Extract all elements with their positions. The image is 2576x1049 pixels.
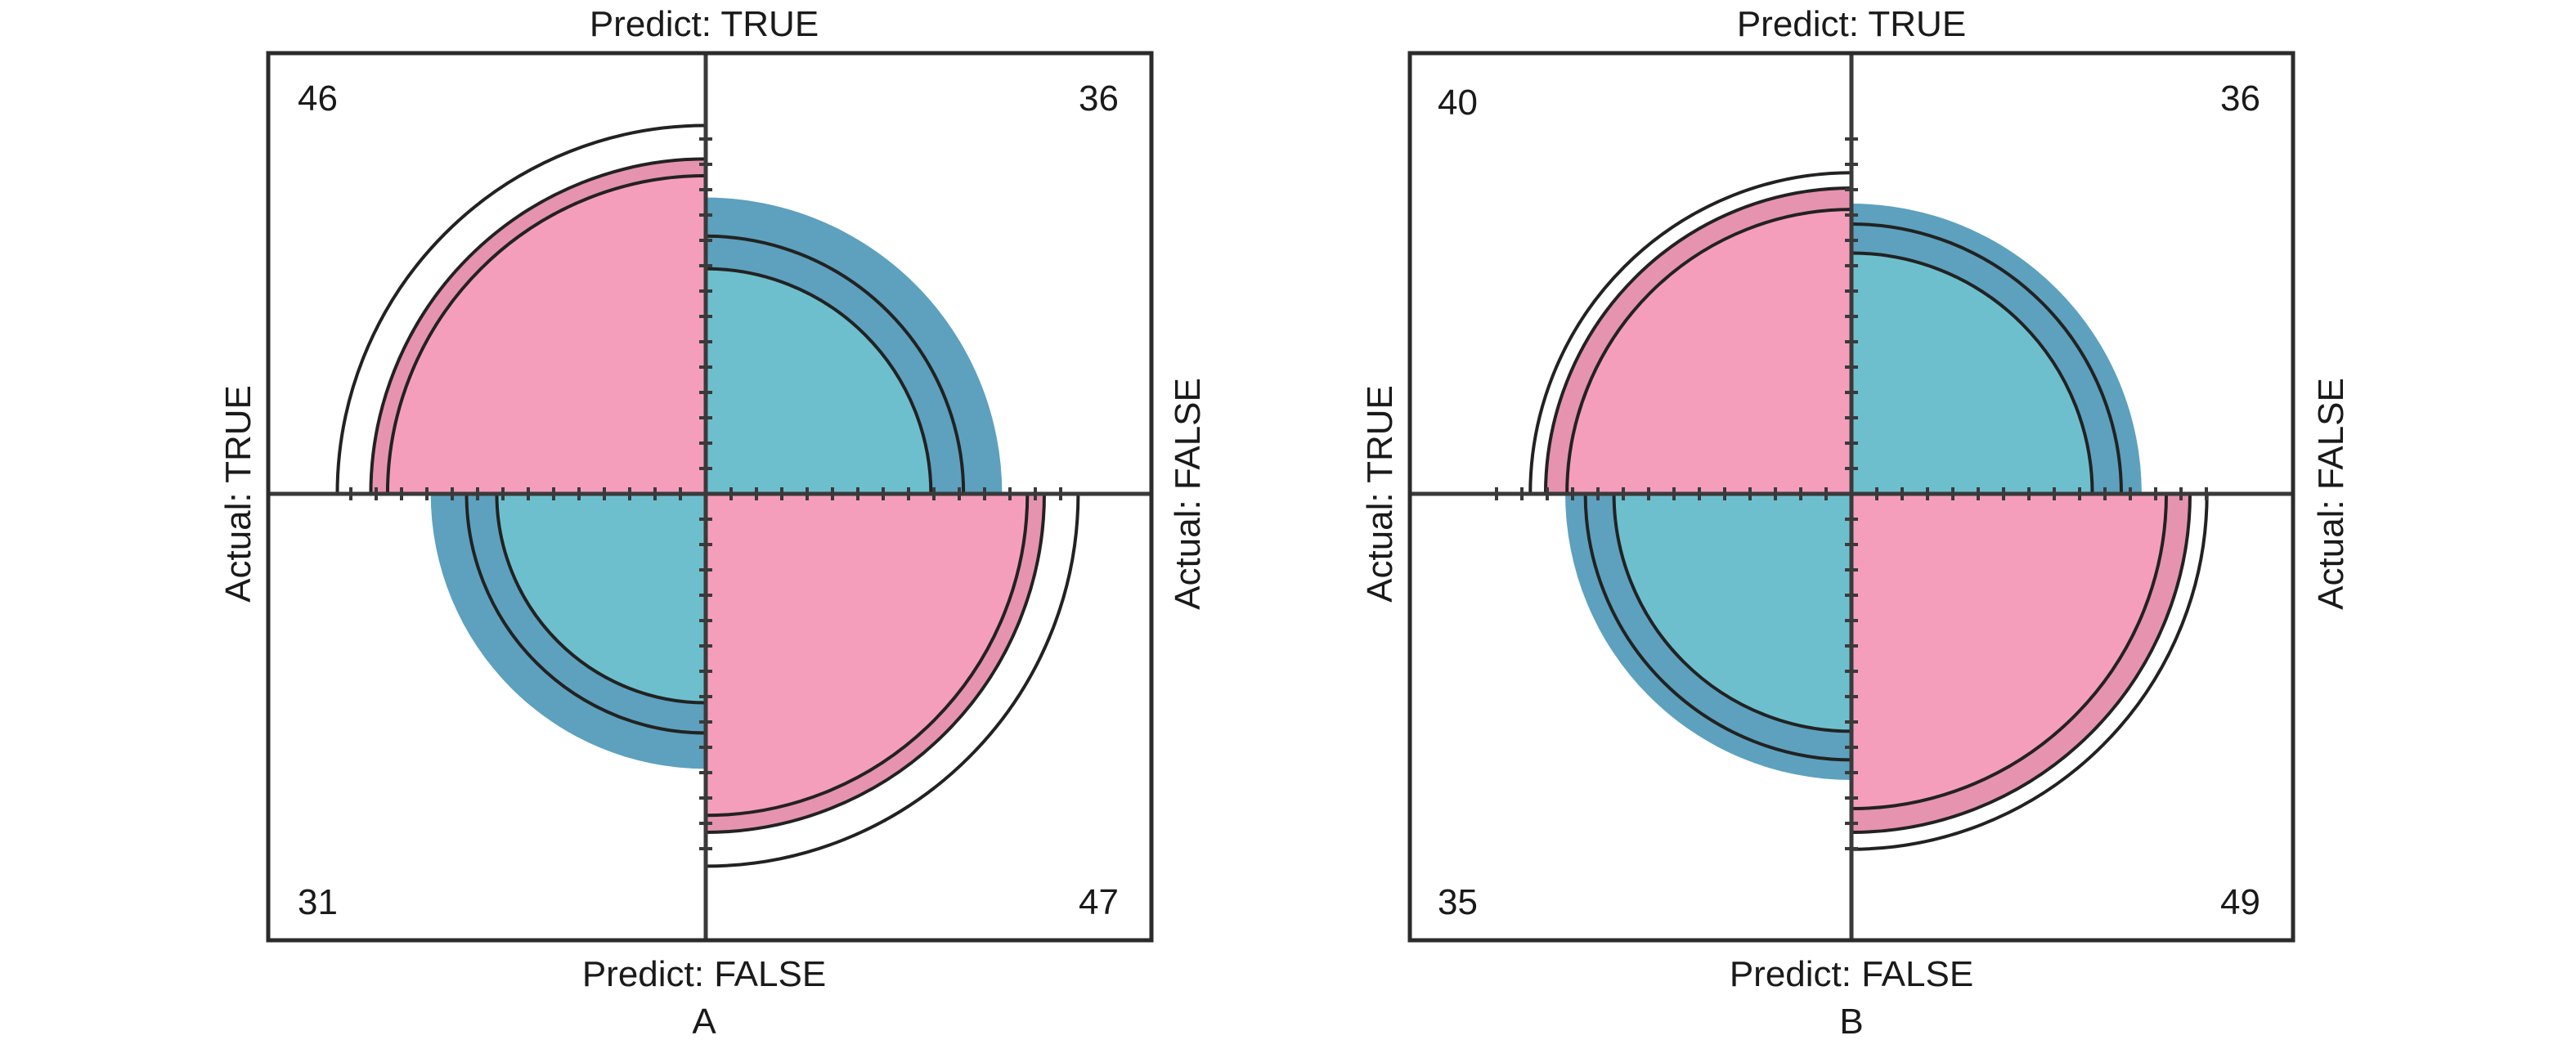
- panel-0-bottom_right-edge-arc: [705, 493, 1046, 834]
- panel-1-top_left-wedge-core: [1567, 209, 1851, 494]
- panel-1-bottom_right-ci-lower-arc: [1851, 493, 2169, 811]
- panel-1-bottom_left-wedge-core: [1613, 494, 1851, 732]
- panel-a-shapes: [268, 53, 1151, 940]
- panel-1-top_left-ci-upper-arc: [1528, 171, 1852, 495]
- fourfold-panel-a: Predict: TRUE Predict: FALSE A Actual: T…: [218, 4, 1208, 1042]
- panel-0-bottom_right-ci-outer-band: [706, 494, 1079, 867]
- panel-0-bottom_left-ci-upper-arc: [464, 493, 707, 735]
- panel-a-bottom-label: Predict: FALSE: [582, 954, 826, 994]
- panel-a-top-label: Predict: TRUE: [590, 4, 819, 44]
- panel-0-top_left-ci-upper-arc: [335, 123, 707, 495]
- panel-1-top_right-ci-upper-arc: [1851, 222, 2124, 495]
- panel-0-top_right-ci-upper-arc: [705, 234, 966, 495]
- panel-0-top_left-edge-arc: [369, 157, 707, 495]
- panel-1-top_right-ci-inner-band: [1851, 204, 2142, 494]
- panel-a-count-bottom-left: 31: [298, 882, 338, 922]
- panel-0-bottom_right-wedge-core: [706, 494, 1028, 816]
- panel-0-bottom_left-ci-lower-arc: [495, 493, 707, 705]
- panel-0-top_left-ci-outer-band: [337, 125, 706, 494]
- panel-a-right-label: Actual: FALSE: [1168, 378, 1208, 610]
- panel-0-top_right-wedge-core: [706, 268, 931, 494]
- panel-0-top_right-ci-lower-arc: [705, 267, 933, 495]
- panel-1-bottom_right-ci-inner-band: [1851, 494, 2190, 832]
- panel-1-top_right-ci-lower-arc: [1851, 251, 2094, 495]
- panel-b-count-top-left: 40: [1438, 83, 1478, 123]
- panel-b-frame: [1407, 51, 2296, 943]
- panel-a-count-top-right: 36: [1079, 78, 1119, 119]
- panel-a-left-label: Actual: TRUE: [218, 385, 258, 603]
- fourfold-panel-b: Predict: TRUE Predict: FALSE B Actual: T…: [1360, 4, 2351, 1042]
- panel-0-bottom_left-ci-inner-band: [430, 494, 706, 769]
- panel-1-bottom_right-wedge-core: [1851, 494, 2167, 809]
- panel-1-bottom_right-edge-arc: [1851, 493, 2192, 834]
- panel-0-bottom_left-wedge-core: [496, 494, 706, 703]
- panel-b-count-bottom-right: 49: [2220, 882, 2260, 922]
- panel-a-frame: [266, 51, 1154, 943]
- panel-b-bottom-label: Predict: FALSE: [1730, 954, 1973, 994]
- panel-1-bottom_left-ci-upper-arc: [1583, 493, 1852, 762]
- panel-b-caption: B: [1839, 1002, 1863, 1042]
- panel-1-top_left-ci-lower-arc: [1565, 208, 1852, 495]
- panel-b-left-label: Actual: TRUE: [1360, 385, 1400, 603]
- panel-1-top_right-wedge-core: [1851, 253, 2093, 494]
- panel-0-bottom_right-ci-lower-arc: [705, 493, 1030, 818]
- panel-b-count-bottom-left: 35: [1438, 882, 1478, 922]
- panel-0-top_right-ci-inner-band: [706, 197, 1003, 494]
- panel-0-bottom_right-ci-upper-arc: [705, 493, 1080, 868]
- panel-0-top_left-wedge-core: [387, 175, 706, 494]
- panel-1-top_left-ci-inner-band: [1545, 187, 1851, 495]
- panel-0-top_left-ci-lower-arc: [385, 173, 707, 495]
- panel-1-top_left-edge-arc: [1543, 186, 1852, 495]
- panel-a-count-bottom-right: 47: [1079, 882, 1119, 922]
- panel-b-shapes: [1410, 53, 2293, 940]
- panel-a-caption: A: [692, 1002, 716, 1042]
- panel-b-right-label: Actual: FALSE: [2311, 378, 2351, 610]
- panel-b-top-label: Predict: TRUE: [1737, 4, 1966, 44]
- panel-b-count-top-right: 36: [2220, 78, 2260, 119]
- panel-a-count-top-left: 46: [298, 78, 338, 119]
- panel-1-bottom_left-ci-lower-arc: [1612, 493, 1852, 733]
- panel-1-bottom_left-ci-inner-band: [1565, 494, 1851, 780]
- panel-1-bottom_right-ci-upper-arc: [1851, 493, 2209, 851]
